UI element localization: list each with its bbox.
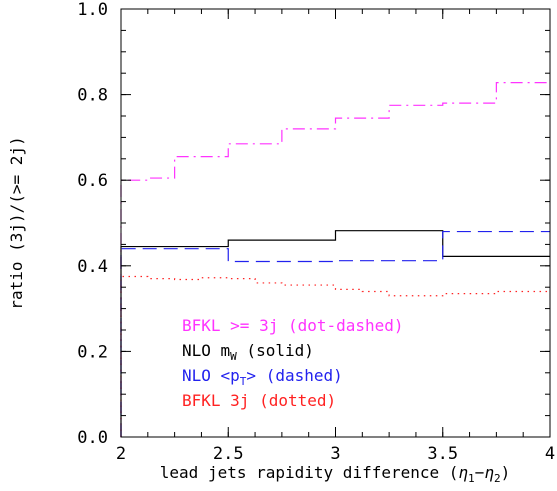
x-tick-label: 2.5 xyxy=(213,444,244,464)
series-layer xyxy=(120,82,550,437)
x-axis-label-open: ( xyxy=(439,463,458,482)
y-tick-label: 0.6 xyxy=(77,171,108,191)
legend-entry-4: BFKL 3j (dotted) xyxy=(182,391,336,410)
legend-entry-1: BFKL >= 3j (dot-dashed) xyxy=(182,316,404,335)
y-tick-label: 0.8 xyxy=(77,86,108,106)
legend-layer: BFKL >= 3j (dot-dashed) NLO mW (solid) NLO… xyxy=(182,316,404,410)
legend-entry-3: NLO <pT> (dashed) xyxy=(182,366,343,388)
x-tick-label: 2 xyxy=(116,444,126,464)
y-tick-label: 0.0 xyxy=(77,428,108,448)
ticks-layer: 2 2.5 3 3.5 4 0.0 0.2 0.4 0.6 0.8 1.0 xyxy=(77,0,555,464)
x-axis-label-close: ) xyxy=(501,463,511,482)
x-tick-label: 3 xyxy=(330,444,340,464)
series-line-dashdot xyxy=(120,82,550,437)
x-tick-label: 3.5 xyxy=(427,444,458,464)
x-tick-label: 4 xyxy=(545,444,555,464)
x-axis-sub-2: 2 xyxy=(494,472,501,485)
y-axis-label: ratio (3j)/(>= 2j) xyxy=(7,136,26,309)
y-tick-label: 0.4 xyxy=(77,257,108,277)
legend-entry-2: NLO mW (solid) xyxy=(182,341,314,363)
x-axis-eta-2: η xyxy=(484,463,494,482)
x-axis-label-text: lead jets rapidity difference xyxy=(160,463,439,482)
x-axis-eta-1: η xyxy=(458,463,468,482)
x-axis-label: lead jets rapidity difference (η1−η2) xyxy=(160,463,510,485)
series-line-dotted xyxy=(120,275,550,437)
y-tick-label: 0.2 xyxy=(77,342,108,362)
y-tick-label: 1.0 xyxy=(77,0,108,20)
x-axis-minus: − xyxy=(475,463,485,482)
x-axis-sub-1: 1 xyxy=(468,472,475,485)
